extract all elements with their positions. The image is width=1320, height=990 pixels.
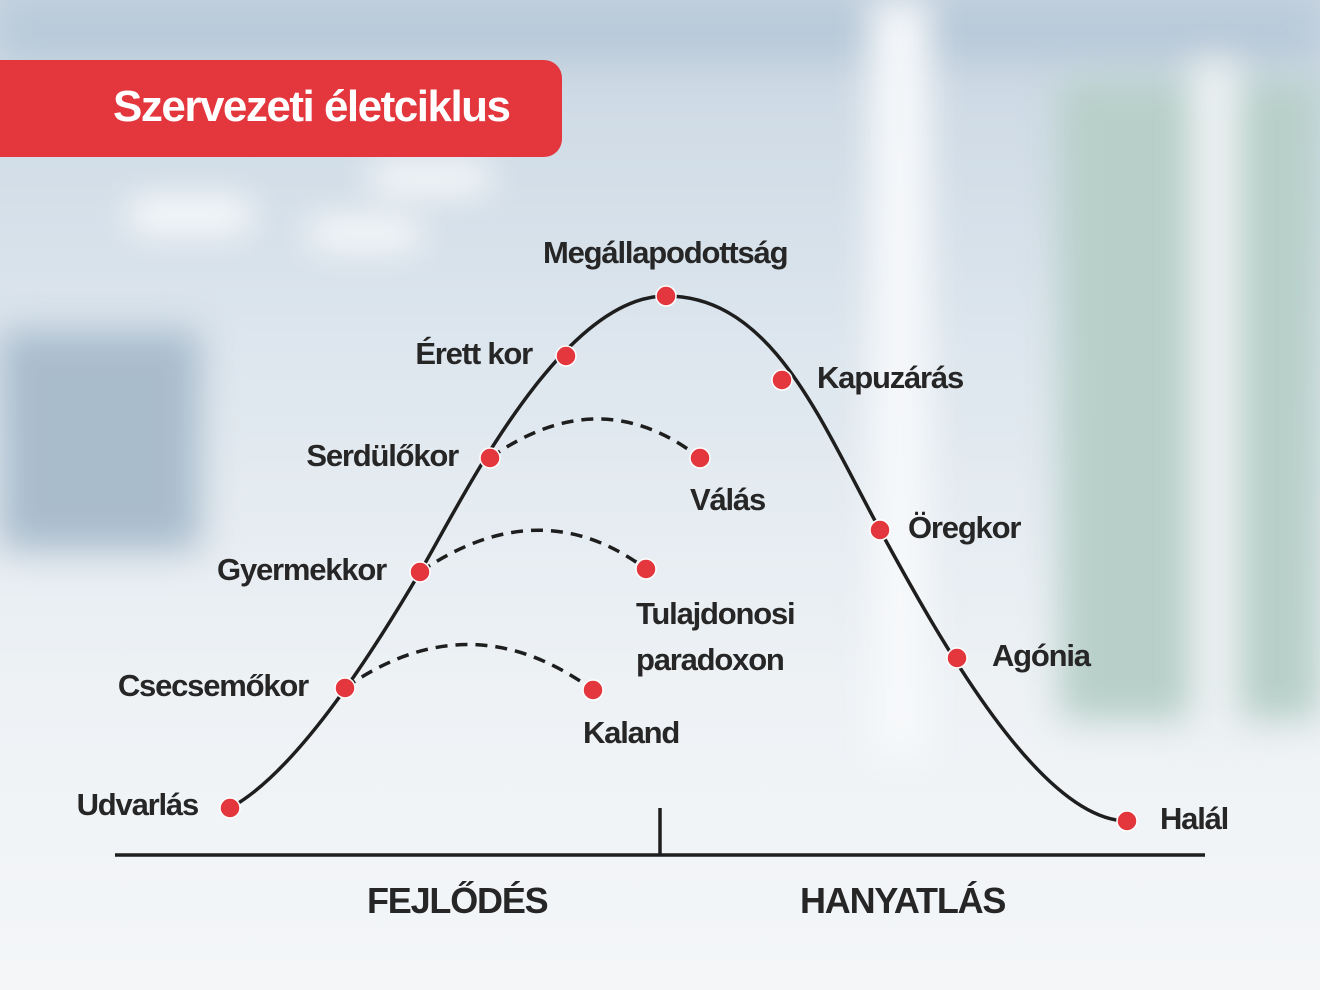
background (310, 220, 420, 246)
node-dot (219, 797, 241, 819)
branch-label: Kaland (583, 715, 680, 750)
branch-dot (635, 558, 657, 580)
node-label: Serdülőkor (306, 438, 459, 473)
node-label: Csecsemőkor (117, 668, 309, 703)
node-label: Érett kor (415, 336, 533, 371)
background (1190, 60, 1240, 760)
background (370, 165, 490, 191)
background (0, 330, 200, 550)
phase-label: HANYATLÁS (800, 880, 1006, 921)
branch-arc (488, 417, 702, 460)
node-dot (479, 447, 501, 469)
node-label: Gyermekkor (217, 552, 387, 587)
node-dot (946, 647, 968, 669)
node-dot (869, 519, 891, 541)
background (0, 0, 1320, 60)
branch-arc (419, 528, 648, 574)
background (130, 200, 250, 230)
branch-dot (689, 447, 711, 469)
branch-arc (343, 642, 595, 692)
phase-label: FEJLŐDÉS (367, 880, 549, 921)
title-banner: Szervezeti életciklus (0, 60, 562, 157)
branch-label: Válás (690, 482, 766, 517)
title: Szervezeti életciklus (113, 82, 511, 131)
dots (219, 285, 1138, 832)
background (870, 0, 930, 760)
node-dot (334, 677, 356, 699)
node-label: Udvarlás (76, 787, 200, 822)
node-dot (409, 561, 431, 583)
node-label: Megállapodottság (543, 235, 789, 270)
node-label: Kapuzárás (817, 360, 964, 395)
node-dot (1116, 810, 1138, 832)
node-label: Agónia (992, 638, 1091, 673)
node-dot (655, 285, 677, 307)
branch-dot (582, 679, 604, 701)
node-dot (555, 345, 577, 367)
node-dot (771, 369, 793, 391)
node-label: Halál (1160, 801, 1229, 836)
branch-label: Tulajdonosi paradoxon (636, 596, 796, 677)
node-label: Öregkor (908, 510, 1021, 545)
